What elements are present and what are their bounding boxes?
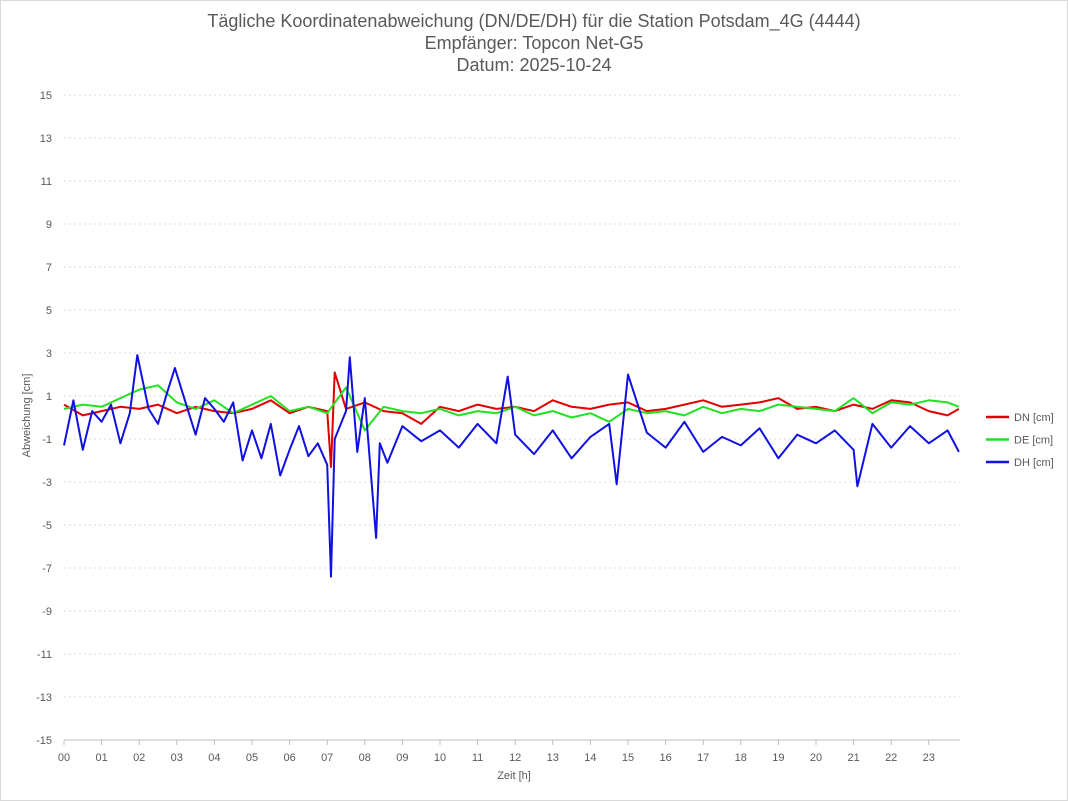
x-tick-label: 22 — [885, 752, 897, 764]
y-tick-label: -13 — [36, 692, 52, 704]
y-tick-label: -15 — [36, 735, 52, 747]
chart-subtitle-receiver: Empfänger: Topcon Net-G5 — [424, 33, 644, 53]
x-tick-label: 00 — [58, 752, 70, 764]
legend: DN [cm] DE [cm] DH [cm] — [986, 412, 1054, 469]
y-tick-label: 9 — [46, 219, 52, 231]
x-tick-label: 08 — [359, 752, 371, 764]
x-tick-label: 11 — [472, 752, 483, 764]
x-tick-label: 13 — [547, 752, 559, 764]
y-tick-label: 15 — [40, 90, 52, 102]
x-tick-label: 01 — [95, 752, 107, 764]
y-tick-label: 11 — [41, 176, 52, 188]
y-tick-label: -11 — [37, 649, 52, 661]
chart-title-block: Tägliche Koordinatenabweichung (DN/DE/DH… — [0, 10, 1068, 76]
x-tick-label: 21 — [847, 752, 859, 764]
y-tick-label: -9 — [42, 606, 52, 618]
series-line-dn — [63, 371, 960, 468]
series-line-dh — [63, 354, 960, 578]
chart-title: Tägliche Koordinatenabweichung (DN/DE/DH… — [207, 11, 861, 31]
x-tick-label: 15 — [622, 752, 634, 764]
y-tick-label: 7 — [46, 262, 52, 274]
y-tick-label: 13 — [40, 133, 52, 145]
x-tick-label: 04 — [208, 752, 220, 764]
x-tick-label: 18 — [735, 752, 747, 764]
x-tick-label: 02 — [133, 752, 145, 764]
x-tick-label: 19 — [772, 752, 784, 764]
x-tick-label: 23 — [923, 752, 935, 764]
legend-label: DH [cm] — [1014, 457, 1054, 469]
legend-label: DE [cm] — [1014, 435, 1053, 447]
x-tick-label: 14 — [584, 752, 596, 764]
x-tick-label: 07 — [321, 752, 333, 764]
y-tick-label: -3 — [42, 477, 52, 489]
y-tick-label: 1 — [46, 391, 52, 403]
x-tick-label: 12 — [509, 752, 521, 764]
y-tick-label: 3 — [46, 348, 52, 360]
x-axis-ticks: 00 01 02 03 04 05 06 07 08 09 10 11 12 13 14 15 16 17 18 19… — [58, 740, 935, 764]
chart-subtitle-date: Datum: 2025-10-24 — [456, 55, 612, 75]
x-tick-label: 06 — [283, 752, 295, 764]
y-axis-ticks: 15 13 11 9 7 5 3 1 -1 -3 -5 -7 -9 -11 -13 -15 — [36, 90, 52, 747]
y-tick-label: -7 — [42, 563, 52, 575]
y-tick-label: -1 — [42, 434, 52, 446]
legend-label: DN [cm] — [1014, 412, 1054, 424]
y-tick-label: 5 — [46, 305, 52, 317]
x-tick-label: 05 — [246, 752, 258, 764]
x-axis-label: Zeit [h] — [497, 770, 531, 782]
series-lines — [63, 354, 960, 578]
y-axis-label: Abweichung [cm] — [21, 374, 33, 458]
y-tick-label: -5 — [42, 520, 52, 532]
x-tick-label: 09 — [396, 752, 408, 764]
x-tick-label: 20 — [810, 752, 822, 764]
series-line-de — [63, 384, 960, 432]
x-tick-label: 16 — [659, 752, 671, 764]
x-tick-label: 10 — [434, 752, 446, 764]
x-tick-label: 17 — [697, 752, 709, 764]
x-tick-label: 03 — [171, 752, 183, 764]
